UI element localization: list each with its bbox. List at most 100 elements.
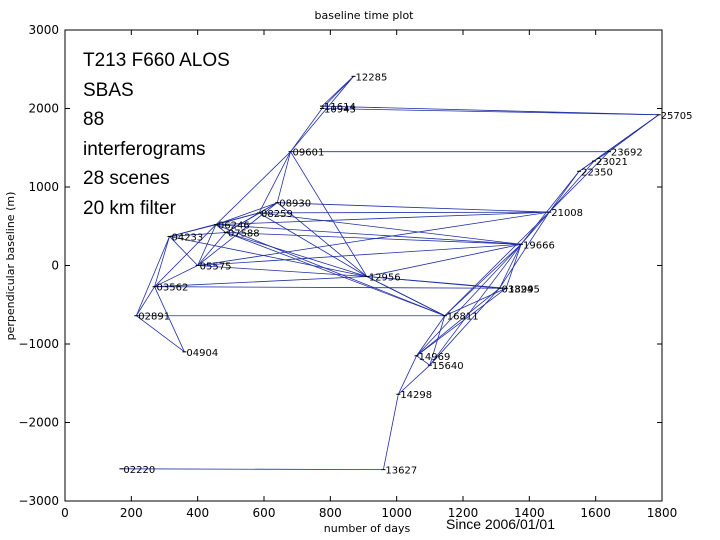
x-tick-label: 800	[319, 506, 342, 520]
scene-label: 08259	[261, 209, 293, 220]
interferogram-edge	[548, 160, 595, 213]
interferogram-edge	[366, 243, 522, 277]
interferogram-edge	[520, 171, 580, 245]
interferogram-edge	[154, 224, 217, 287]
annotation-line: 88	[83, 109, 105, 130]
scene-label: 22350	[581, 167, 613, 178]
interferogram-edge	[499, 244, 522, 289]
scene-label: 08930	[279, 199, 311, 210]
interferogram-edge	[215, 211, 550, 226]
interferogram-edge	[169, 232, 226, 237]
scene-label: 19666	[523, 240, 555, 251]
x-tick-label: 1000	[381, 506, 412, 520]
interferogram-edge	[215, 212, 260, 226]
scene-label: 10943	[324, 105, 356, 116]
interferogram-edge	[215, 224, 522, 245]
scene-label: 07588	[228, 229, 260, 240]
interferogram-edge	[444, 244, 522, 317]
interferogram-edge	[154, 286, 507, 289]
interferogram-edge	[197, 211, 550, 266]
x-tick-label: 600	[253, 506, 276, 520]
interferogram-edge	[520, 211, 550, 245]
interferogram-edge	[277, 202, 368, 277]
interferogram-edge	[135, 286, 155, 316]
x-tick-label: 200	[120, 506, 143, 520]
scene-label: 05575	[200, 262, 232, 273]
interferogram-edge	[444, 287, 507, 317]
interferogram-edge	[197, 232, 227, 266]
annotation-line: SBAS	[83, 79, 134, 101]
interferogram-edge	[290, 151, 368, 277]
interferogram-edge	[383, 394, 399, 470]
scene-label: 14298	[400, 390, 432, 401]
interferogram-edge	[444, 211, 550, 317]
interferogram-edge	[225, 232, 445, 317]
x-tick-label: 1400	[514, 506, 545, 520]
scene-label: 18995	[508, 284, 540, 295]
y-tick-label: −2000	[18, 416, 59, 430]
interferogram-edge	[225, 212, 260, 233]
interferogram-edge	[578, 160, 595, 172]
scene-label: 04233	[171, 232, 203, 243]
interferogram-edge	[416, 287, 500, 357]
annotation-line: T213 F660 ALOS	[83, 50, 230, 71]
interferogram-edge	[429, 244, 522, 366]
interferogram-edge	[290, 76, 354, 152]
interferogram-edge	[259, 211, 550, 214]
time-origin-note: Since 2006/01/01	[446, 516, 555, 532]
scene-label: 03324	[501, 284, 533, 295]
interferogram-edge	[215, 202, 278, 226]
scene-label: 23021	[596, 157, 628, 168]
interferogram-edge	[154, 236, 170, 287]
scene-label: 02220	[123, 465, 155, 476]
interferogram-edge	[135, 236, 170, 316]
interferogram-edge	[429, 287, 500, 366]
scene-label: 12956	[369, 272, 401, 283]
y-tick-label: 3000	[28, 23, 59, 37]
x-tick-label: 400	[186, 506, 209, 520]
interferogram-edge	[154, 276, 367, 288]
scene-label: 14969	[419, 352, 451, 363]
interferogram-edge	[136, 315, 185, 353]
y-tick-label: 1000	[28, 180, 59, 194]
interferogram-edge	[366, 276, 507, 289]
interferogram-edge	[397, 355, 417, 395]
interferogram-edge	[366, 276, 445, 317]
x-tick-label: 1600	[580, 506, 611, 520]
interferogram-pairs	[121, 76, 659, 471]
interferogram-edge	[416, 244, 522, 357]
interferogram-edge	[197, 224, 217, 266]
interferogram-edge	[225, 232, 367, 277]
interferogram-edge	[258, 151, 291, 214]
scene-label: 15640	[432, 361, 464, 372]
scene-label: 13627	[385, 466, 417, 477]
y-tick-label: −3000	[18, 494, 59, 508]
interferogram-edge	[258, 202, 278, 214]
interferogram-edge	[416, 287, 507, 357]
interferogram-edge	[593, 151, 610, 162]
scene-label: 09601	[293, 148, 325, 159]
interferogram-edge	[197, 243, 522, 266]
interferogram-edge	[258, 212, 522, 245]
y-axis-title: perpendicular baseline (m)	[4, 192, 17, 341]
y-tick-label: 2000	[28, 102, 59, 116]
x-tick-label: 1200	[448, 506, 479, 520]
chart-title: baseline time plot	[315, 9, 415, 22]
scene-label: 04904	[186, 348, 218, 359]
interferogram-edge	[215, 151, 291, 225]
x-axis-title: number of days	[324, 522, 411, 535]
interferogram-edge	[290, 108, 323, 152]
interferogram-edge	[215, 224, 445, 317]
scene-label: 25705	[661, 111, 693, 122]
annotation-line: 20 km filter	[83, 197, 176, 219]
interferogram-edge	[277, 202, 550, 213]
x-tick-label: 0	[61, 506, 69, 520]
scene-label: 06246	[218, 221, 250, 232]
interferogram-edge	[258, 212, 368, 277]
interferogram-edge	[169, 236, 198, 266]
interferogram-edge	[321, 76, 354, 107]
annotation-line: 28 scenes	[83, 168, 170, 189]
scene-label: 21008	[551, 208, 583, 219]
